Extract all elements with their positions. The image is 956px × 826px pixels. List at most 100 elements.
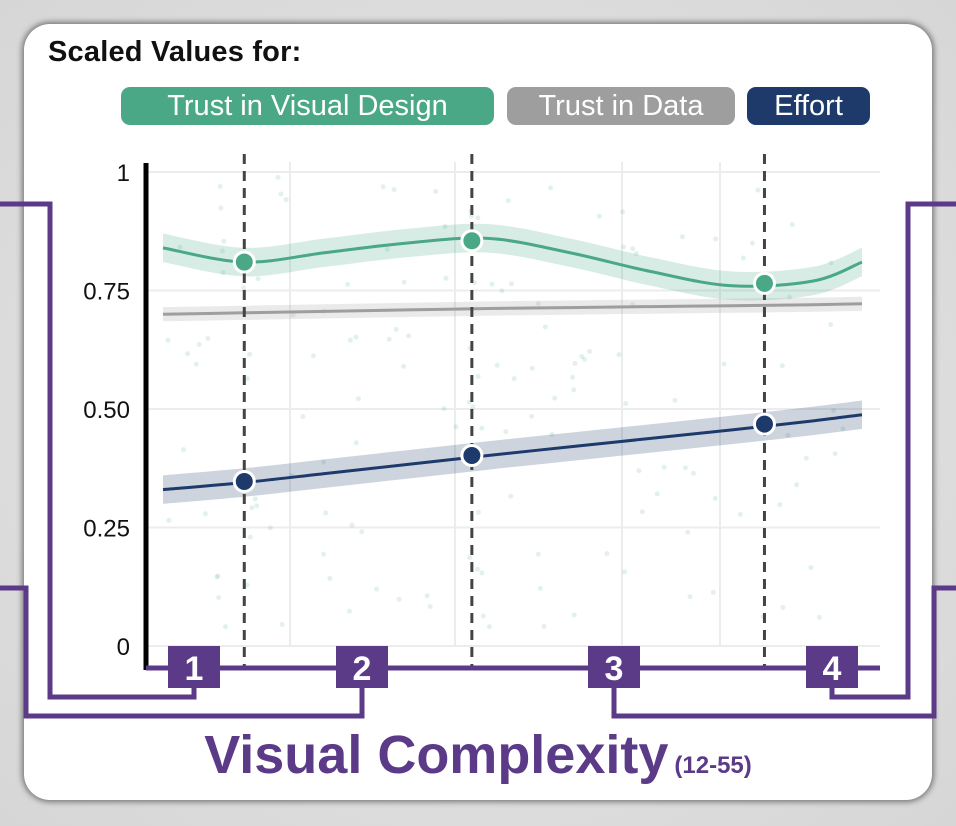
background-dot <box>215 573 221 579</box>
background-dot <box>241 285 247 291</box>
background-dot <box>165 337 171 343</box>
background-dot <box>571 387 577 393</box>
legend-trust-data: Trust in Data <box>507 87 735 125</box>
bracket-line-4 <box>611 585 956 719</box>
background-dot <box>582 356 587 362</box>
background-dot <box>479 570 485 576</box>
background-dot <box>549 432 555 437</box>
bin-badge-2 <box>336 646 388 688</box>
background-dot <box>505 198 511 204</box>
background-dot <box>247 534 253 540</box>
background-dot <box>218 205 224 211</box>
background-dot <box>828 260 834 266</box>
bin-badge-label-2: 2 <box>353 650 372 688</box>
background-dot <box>494 362 500 368</box>
background-dot <box>803 455 809 461</box>
y-tick-label: 0 <box>117 634 130 661</box>
bin-badge-4 <box>806 646 858 688</box>
background-dot <box>475 373 481 379</box>
background-dot <box>424 593 430 599</box>
background-dot <box>479 425 485 431</box>
marker-0-2 <box>752 271 776 295</box>
bin-badge-1 <box>168 646 220 688</box>
background-dot <box>537 585 543 591</box>
background-dot <box>374 586 379 592</box>
background-dot <box>323 510 329 516</box>
bin-badge-label-3: 3 <box>605 650 624 688</box>
background-dot <box>166 517 172 523</box>
background-dot <box>685 529 691 535</box>
background-dot <box>712 495 718 501</box>
background-dot <box>604 551 610 557</box>
background-dot <box>279 622 285 627</box>
background-dot <box>427 604 433 609</box>
background-dot <box>300 414 306 420</box>
background-dot <box>639 509 645 515</box>
background-dot <box>177 244 183 250</box>
background-dot <box>587 348 592 354</box>
background-dot <box>359 529 365 535</box>
background-dot <box>470 404 476 410</box>
background-dot <box>442 224 448 229</box>
bracket-line-1 <box>0 201 197 700</box>
background-dot <box>779 363 785 369</box>
background-dot <box>255 276 261 282</box>
background-dot <box>380 184 386 190</box>
background-dot <box>252 496 258 502</box>
x-axis-range: (12-55) <box>674 752 752 779</box>
background-dot <box>529 365 535 371</box>
background-dot <box>710 589 716 595</box>
background-dot <box>216 595 222 600</box>
background-dot <box>396 596 402 602</box>
y-tick-label: 0.50 <box>83 397 130 424</box>
y-tick-label: 0.75 <box>83 279 130 306</box>
marker-2-2 <box>752 412 776 436</box>
background-dot <box>384 246 390 252</box>
background-dot <box>572 361 578 366</box>
background-dot <box>840 426 846 432</box>
bracket-line-3 <box>829 201 956 700</box>
background-dot <box>321 551 327 557</box>
background-dot <box>327 575 333 581</box>
background-dot <box>433 189 439 194</box>
background-dot <box>310 353 316 359</box>
background-dot <box>353 334 359 340</box>
background-dot <box>193 361 199 367</box>
background-dot <box>290 312 296 318</box>
background-dot <box>687 594 693 600</box>
background-dot <box>542 324 548 330</box>
background-dot <box>278 191 284 197</box>
background-dot <box>579 354 585 359</box>
background-dot <box>508 493 514 499</box>
background-dot <box>476 509 481 515</box>
background-dot <box>480 613 486 619</box>
background-dot <box>529 413 535 419</box>
background-dot <box>511 376 517 382</box>
background-dot <box>254 503 260 509</box>
background-dot <box>571 612 577 618</box>
background-dot <box>831 408 837 414</box>
x-axis-title: Visual Complexity (12-55) <box>0 724 956 786</box>
background-dot <box>777 502 783 508</box>
background-dot <box>616 352 622 358</box>
background-dot <box>267 525 273 531</box>
background-dot <box>355 396 361 402</box>
background-dot <box>740 255 746 261</box>
background-dot <box>247 351 253 357</box>
background-dot <box>181 447 187 453</box>
background-dot <box>275 174 281 180</box>
background-dot <box>816 614 822 620</box>
background-dot <box>570 374 575 380</box>
marker-0-1 <box>460 229 484 253</box>
background-dot <box>787 294 792 300</box>
background-dot <box>622 569 628 575</box>
bin-badge-label-1: 1 <box>185 650 204 688</box>
chart-title: Scaled Values for: <box>48 36 302 68</box>
bracket-line-2 <box>0 585 365 719</box>
x-axis-title-text: Visual Complexity <box>204 725 669 785</box>
background-dot <box>347 337 353 343</box>
background-dot <box>321 459 327 465</box>
background-dot <box>244 376 250 382</box>
background-dot <box>749 240 755 246</box>
